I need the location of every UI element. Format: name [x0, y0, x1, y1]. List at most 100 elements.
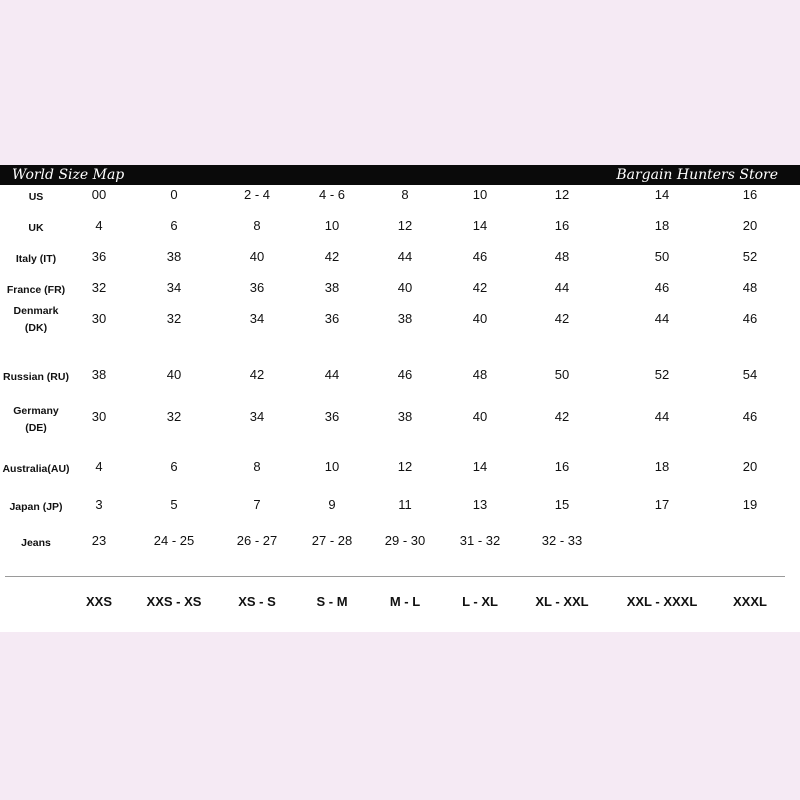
table-cell: 36: [91, 249, 107, 264]
table-cell: 44: [324, 367, 340, 382]
table-cell: 30: [91, 311, 107, 326]
table-cell: 13: [472, 497, 488, 512]
row-label: Italy (IT): [15, 253, 57, 265]
table-cell: 42: [249, 367, 265, 382]
table-cell: 34: [249, 409, 265, 424]
table-cell: 00: [91, 187, 107, 202]
table-cell: 6: [170, 459, 178, 474]
table-cell: 44: [554, 280, 570, 295]
table-cell: 4 - 6: [318, 187, 346, 202]
size-label: M - L: [389, 594, 421, 609]
table-cell: 24 - 25: [153, 533, 195, 548]
table-cell: 23: [91, 533, 107, 548]
size-chart: World Size Map Bargain Hunters Store US 0…: [0, 165, 800, 632]
table-cell: 38: [166, 249, 182, 264]
row-label: Australia(AU): [2, 463, 70, 475]
table-cell: 5: [170, 497, 178, 512]
table-cell: 14: [654, 187, 670, 202]
table-cell: 42: [554, 409, 570, 424]
row-label: Germany (DE): [13, 405, 59, 434]
table-cell: 44: [654, 409, 670, 424]
row-label: UK: [28, 222, 44, 234]
size-label: XXXL: [733, 594, 767, 609]
table-cell: 52: [742, 249, 758, 264]
store-name: Bargain Hunters Store: [616, 167, 778, 183]
size-label: XXS - XS: [146, 594, 202, 609]
table-cell: 3: [95, 497, 103, 512]
table-cell: 34: [166, 280, 182, 295]
table-cell: 8: [401, 187, 409, 202]
table-cell: 10: [324, 459, 340, 474]
table-cell: 9: [328, 497, 336, 512]
table-cell: 38: [397, 311, 413, 326]
table-cell: 46: [742, 311, 758, 326]
table-cell: 10: [324, 218, 340, 233]
table-cell: 40: [166, 367, 182, 382]
table-cell: 12: [397, 459, 413, 474]
table-cell: 40: [249, 249, 265, 264]
size-label: XS - S: [238, 594, 276, 609]
table-cell: 27 - 28: [311, 533, 353, 548]
table-cell: 42: [324, 249, 340, 264]
table-cell: 42: [554, 311, 570, 326]
table-cell: 16: [742, 187, 758, 202]
table-cell: 48: [554, 249, 570, 264]
row-label: France (FR): [6, 284, 66, 296]
table-cell: 36: [324, 409, 340, 424]
row-label: Japan (JP): [9, 501, 63, 513]
table-cell: 8: [253, 218, 261, 233]
table-cell: 26 - 27: [236, 533, 278, 548]
row-label: Jeans: [21, 537, 51, 549]
table-cell: 32: [166, 409, 182, 424]
table-cell: 14: [472, 459, 488, 474]
table-cell: 30: [91, 409, 107, 424]
table-cell: 38: [397, 409, 413, 424]
table-cell: 34: [249, 311, 265, 326]
table-cell: 46: [654, 280, 670, 295]
size-label: S - M: [316, 594, 348, 609]
table-cell: 4: [95, 459, 103, 474]
table-cell: 32: [91, 280, 107, 295]
table-cell: 29 - 30: [384, 533, 426, 548]
table-cell: 36: [324, 311, 340, 326]
table-cell: 48: [742, 280, 758, 295]
table-cell: 31 - 32: [459, 533, 501, 548]
table-cell: 0: [170, 187, 178, 202]
table-cell: 46: [742, 409, 758, 424]
row-label: US: [28, 191, 44, 203]
table-cell: 16: [554, 218, 570, 233]
table-cell: 46: [472, 249, 488, 264]
row-label: Denmark (DK): [13, 305, 59, 334]
table-cell: 7: [253, 497, 261, 512]
table-cell: 38: [91, 367, 107, 382]
chart-title: World Size Map: [12, 167, 125, 183]
table-cell: 50: [554, 367, 570, 382]
table-cell: 40: [472, 409, 488, 424]
size-label: XXS: [85, 594, 113, 609]
table-cell: 14: [472, 218, 488, 233]
table-cell: 36: [249, 280, 265, 295]
table-cell: 52: [654, 367, 670, 382]
table-cell: 6: [170, 218, 178, 233]
table-cell: 12: [554, 187, 570, 202]
table-cell: 46: [397, 367, 413, 382]
table-cell: 4: [95, 218, 103, 233]
size-label: L - XL: [462, 594, 498, 609]
table-cell: 40: [472, 311, 488, 326]
table-cell: 12: [397, 218, 413, 233]
header-bar: World Size Map Bargain Hunters Store: [0, 165, 800, 185]
table-cell: 32 - 33: [541, 533, 583, 548]
table-cell: 40: [397, 280, 413, 295]
table-cell: 18: [654, 218, 670, 233]
size-label: XL - XXL: [535, 594, 589, 609]
table-cell: 19: [742, 497, 758, 512]
table-cell: 38: [324, 280, 340, 295]
table-cell: 2 - 4: [243, 187, 271, 202]
table-cell: 48: [472, 367, 488, 382]
size-label: XXL - XXXL: [626, 594, 698, 609]
table-cell: 8: [253, 459, 261, 474]
divider: [5, 576, 785, 577]
table-cell: 18: [654, 459, 670, 474]
table-cell: 16: [554, 459, 570, 474]
table-cell: 11: [398, 497, 412, 512]
